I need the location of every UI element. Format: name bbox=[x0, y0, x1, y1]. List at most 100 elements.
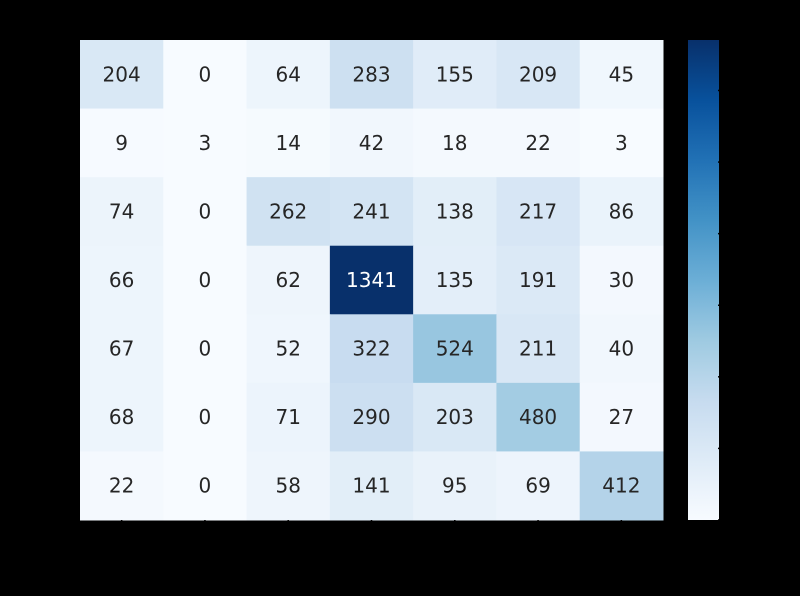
heatmap-cell-label: 30 bbox=[609, 268, 634, 292]
heatmap-cell-label: 86 bbox=[609, 199, 634, 223]
colorbar bbox=[688, 40, 723, 521]
heatmap-cell-r6-c0 bbox=[80, 451, 164, 521]
heatmap-cell-label: 191 bbox=[519, 268, 557, 292]
heatmap-cell-r0-c5 bbox=[496, 40, 581, 110]
heatmap-cell-label: 204 bbox=[103, 62, 141, 86]
heatmap-cell-r0-c4 bbox=[413, 40, 497, 110]
heatmap-cell-r5-c1 bbox=[163, 382, 248, 452]
heatmap-cell-r1-c1 bbox=[163, 108, 248, 178]
heatmap-cell-label: 71 bbox=[275, 405, 300, 429]
heatmap-cell-label: 22 bbox=[109, 474, 134, 498]
heatmap-cell-label: 45 bbox=[609, 62, 634, 86]
heatmap-cell-r6-c2 bbox=[246, 451, 331, 521]
heatmap-cell-r2-c4 bbox=[413, 177, 497, 247]
heatmap-cell-r4-c5 bbox=[496, 314, 581, 384]
heatmap-cell-r1-c3 bbox=[329, 108, 414, 178]
heatmap-cell-label: 141 bbox=[352, 474, 390, 498]
heatmap-cell-label: 0 bbox=[199, 62, 212, 86]
heatmap-cell-label: 9 bbox=[115, 131, 128, 155]
heatmap-cell-r4-c0 bbox=[80, 314, 164, 384]
heatmap-cell-label: 203 bbox=[436, 405, 474, 429]
heatmap-cell-label: 3 bbox=[199, 131, 212, 155]
heatmap-cell-r1-c5 bbox=[496, 108, 581, 178]
heatmap-cell-r2-c1 bbox=[163, 177, 248, 247]
heatmap-cell-label: 58 bbox=[275, 474, 300, 498]
heatmap-cell-r1-c6 bbox=[579, 108, 664, 178]
heatmap-cell-r4-c4 bbox=[413, 314, 497, 384]
heatmap-cell-r4-c6 bbox=[579, 314, 664, 384]
heatmap-cell-label: 27 bbox=[609, 405, 634, 429]
heatmap-cell-r3-c3 bbox=[329, 245, 414, 315]
heatmap-cell-labels: 204 0 64 283 155 209 45 9 3 14 42 18 22 3 74 0 262 241 138… bbox=[103, 62, 641, 497]
heatmap-cell-r0-c0 bbox=[80, 40, 164, 110]
colorbar-gradient bbox=[688, 40, 719, 520]
heatmap-cell-r6-c6 bbox=[579, 451, 664, 521]
heatmap-cell-label: 52 bbox=[275, 337, 300, 361]
heatmap-cell-r5-c3 bbox=[329, 382, 414, 452]
heatmap-cell-label: 67 bbox=[109, 337, 134, 361]
heatmap-cell-r2-c6 bbox=[579, 177, 664, 247]
heatmap-cell-label: 262 bbox=[269, 199, 307, 223]
heatmap-cell-label: 62 bbox=[275, 268, 300, 292]
heatmap-cell-r4-c2 bbox=[246, 314, 331, 384]
heatmap-cell-r5-c2 bbox=[246, 382, 331, 452]
heatmap-cell-label: 322 bbox=[352, 337, 390, 361]
heatmap-cell-label: 211 bbox=[519, 337, 557, 361]
heatmap-cell-label: 14 bbox=[275, 131, 300, 155]
heatmap-cell-label: 42 bbox=[359, 131, 384, 155]
axis-ticks bbox=[75, 73, 623, 525]
heatmap-cell-r6-c5 bbox=[496, 451, 581, 521]
heatmap-cell-label: 40 bbox=[609, 337, 634, 361]
heatmap-cell-r0-c1 bbox=[163, 40, 248, 110]
heatmap-cell-label: 135 bbox=[436, 268, 474, 292]
heatmap-cell-label: 480 bbox=[519, 405, 557, 429]
heatmap-cell-r6-c3 bbox=[329, 451, 414, 521]
heatmap-cell-r3-c1 bbox=[163, 245, 248, 315]
heatmap-cell-r0-c2 bbox=[246, 40, 331, 110]
heatmap-cell-r5-c6 bbox=[579, 382, 664, 452]
heatmap-cell-r4-c3 bbox=[329, 314, 414, 384]
heatmap-cell-r2-c0 bbox=[80, 177, 164, 247]
heatmap-cell-label: 0 bbox=[199, 199, 212, 223]
heatmap-cell-label: 18 bbox=[442, 131, 467, 155]
heatmap-cell-label: 209 bbox=[519, 62, 557, 86]
heatmap-cell-r1-c2 bbox=[246, 108, 331, 178]
heatmap-cell-r4-c1 bbox=[163, 314, 248, 384]
heatmap-cell-r3-c5 bbox=[496, 245, 581, 315]
heatmap-cell-r3-c6 bbox=[579, 245, 664, 315]
heatmap-cell-label: 217 bbox=[519, 199, 557, 223]
heatmap-cell-label: 22 bbox=[525, 131, 550, 155]
heatmap-cell-r3-c0 bbox=[80, 245, 164, 315]
heatmap-cell-r1-c0 bbox=[80, 108, 164, 178]
heatmap-cell-label: 241 bbox=[352, 199, 390, 223]
heatmap-cell-r5-c5 bbox=[496, 382, 581, 452]
heatmap-cell-r5-c4 bbox=[413, 382, 497, 452]
heatmap-cells bbox=[80, 40, 664, 521]
heatmap-cell-label: 1341 bbox=[346, 268, 397, 292]
heatmap-cell-r6-c4 bbox=[413, 451, 497, 521]
heatmap-cell-label: 0 bbox=[199, 405, 212, 429]
heatmap-cell-r3-c2 bbox=[246, 245, 331, 315]
heatmap-cell-r5-c0 bbox=[80, 382, 164, 452]
heatmap-cell-label: 524 bbox=[436, 337, 474, 361]
heatmap-cell-r2-c5 bbox=[496, 177, 581, 247]
heatmap-cell-label: 138 bbox=[436, 199, 474, 223]
heatmap-cell-r2-c3 bbox=[329, 177, 414, 247]
heatmap-cell-label: 68 bbox=[109, 405, 134, 429]
heatmap-cell-label: 155 bbox=[436, 62, 474, 86]
heatmap-cell-r6-c1 bbox=[163, 451, 248, 521]
heatmap-cell-label: 74 bbox=[109, 199, 134, 223]
heatmap-cell-label: 290 bbox=[352, 405, 390, 429]
heatmap-cell-label: 64 bbox=[275, 62, 300, 86]
heatmap-cell-label: 3 bbox=[615, 131, 628, 155]
heatmap-cell-r0-c6 bbox=[579, 40, 664, 110]
heatmap-cell-label: 0 bbox=[199, 474, 212, 498]
heatmap-cell-r3-c4 bbox=[413, 245, 497, 315]
heatmap-cell-label: 95 bbox=[442, 474, 467, 498]
heatmap-cell-label: 412 bbox=[602, 474, 640, 498]
heatmap-cell-r2-c2 bbox=[246, 177, 331, 247]
heatmap-cell-label: 66 bbox=[109, 268, 134, 292]
heatmap-cell-r1-c4 bbox=[413, 108, 497, 178]
